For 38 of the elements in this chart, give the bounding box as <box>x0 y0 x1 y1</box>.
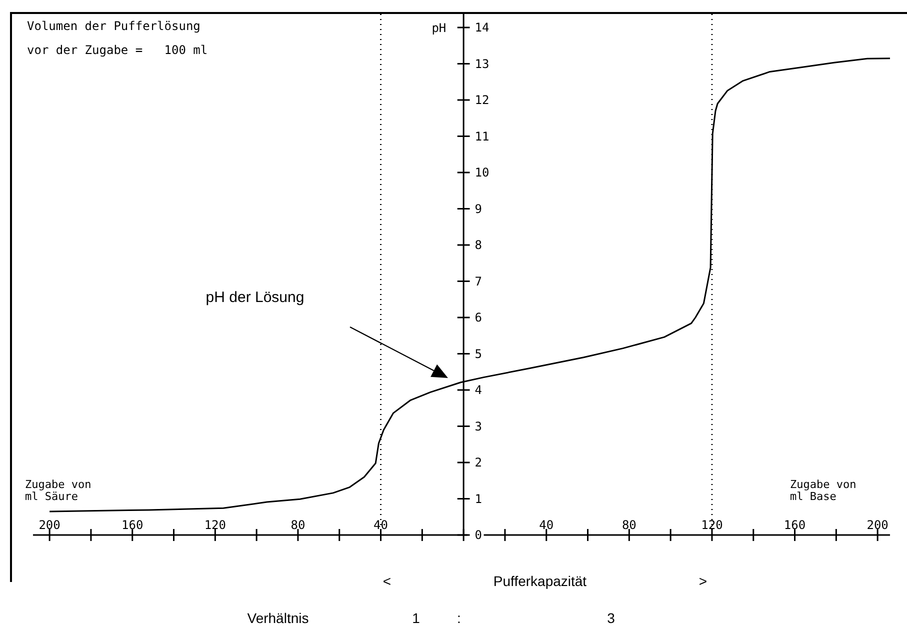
y-tick-label: 7 <box>474 274 482 288</box>
text: Verhältnis <box>247 610 309 626</box>
text: Pufferkapazität <box>493 573 587 589</box>
x-tick-label: 80 <box>290 518 306 532</box>
y-tick-label: 8 <box>474 238 482 252</box>
x-tick-label: 120 <box>701 518 723 532</box>
y-tick-label: 5 <box>474 346 482 361</box>
x-tick-label: 160 <box>784 518 806 532</box>
y-axis-title: pH <box>432 20 446 35</box>
text: < <box>382 573 392 589</box>
annotation: pH der Lösung <box>206 289 304 306</box>
y-tick-label: 14 <box>474 20 490 35</box>
annotation: Volumen der Pufferlösung <box>27 19 200 33</box>
y-tick-label: 13 <box>474 56 490 71</box>
annotation: Zugabe von ml Base <box>790 478 856 503</box>
text: 1 <box>412 610 420 626</box>
y-tick-label: 2 <box>474 456 482 470</box>
annotation: vor der Zugabe = 100 ml <box>27 43 208 57</box>
text: : <box>457 610 461 626</box>
x-tick-label: 40 <box>539 518 554 532</box>
text: 3 <box>607 610 615 626</box>
y-tick-label: 10 <box>474 166 490 180</box>
y-tick-label: 11 <box>474 129 490 144</box>
y-tick-label: 12 <box>474 93 490 108</box>
x-tick-label: 200 <box>38 518 60 532</box>
annotation: Zugabe von ml Säure <box>25 478 92 503</box>
x-tick-label: 80 <box>622 518 636 532</box>
x-tick-label: 40 <box>374 518 388 532</box>
y-tick-label: 6 <box>474 310 482 325</box>
y-tick-label: 3 <box>474 419 482 434</box>
x-tick-label: 160 <box>122 518 144 532</box>
x-tick-label: 120 <box>204 518 226 532</box>
x-tick-label: 200 <box>866 518 888 532</box>
y-tick-label: 0 <box>474 528 482 542</box>
y-tick-label: 9 <box>474 202 482 216</box>
text: > <box>698 573 708 589</box>
y-tick-label: 4 <box>474 383 482 398</box>
y-tick-label: 1 <box>474 492 482 506</box>
